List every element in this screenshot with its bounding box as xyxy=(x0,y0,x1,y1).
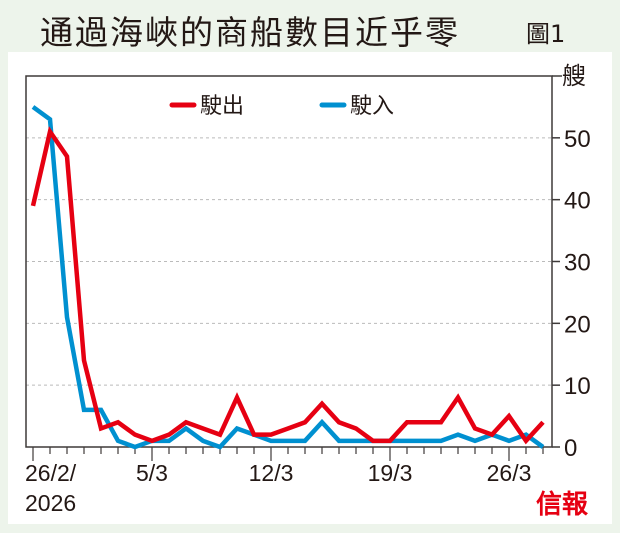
y-tick-label: 50 xyxy=(564,126,591,153)
x-tick-label: 26/2/ xyxy=(25,460,77,486)
y-tick-label: 10 xyxy=(564,373,591,400)
legend-label: 駛出 xyxy=(200,94,244,119)
legend-label: 駛入 xyxy=(350,94,394,119)
y-tick-label: 30 xyxy=(564,250,591,277)
y-tick-label: 20 xyxy=(564,311,591,338)
x-tick-label: 5/3 xyxy=(136,460,168,486)
series-line-inbound xyxy=(31,105,545,450)
y-axis-unit: 艘 xyxy=(562,62,586,90)
y-tick-label: 40 xyxy=(564,188,591,215)
y-tick-label: 0 xyxy=(564,435,577,462)
publisher-logo: 信報 xyxy=(536,490,589,520)
x-tick-label: 19/3 xyxy=(368,460,413,486)
figure-label: 圖1 xyxy=(526,20,566,48)
chart-title: 通過海峽的商船數目近乎零 xyxy=(40,13,460,52)
x-tick-label: 12/3 xyxy=(249,460,294,486)
x-tick-label-year: 2026 xyxy=(25,490,76,516)
x-tick-label: 26/3 xyxy=(487,460,532,486)
series-line-outbound xyxy=(30,126,545,445)
chart-panel xyxy=(8,52,612,524)
